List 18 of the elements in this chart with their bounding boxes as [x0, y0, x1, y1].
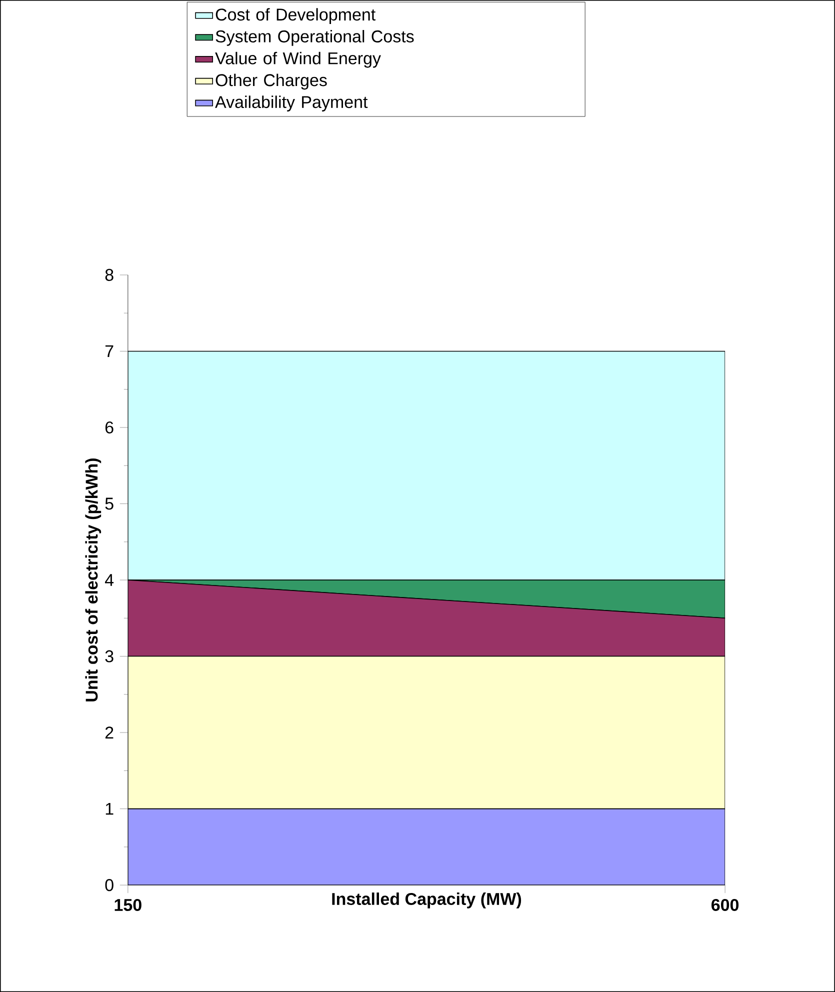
- x-tick-label: 600: [712, 898, 739, 911]
- legend-label: System Operational Costs: [216, 30, 414, 46]
- y-axis-title: Unit cost of electricity (p/kWh): [85, 458, 102, 702]
- x-tick-label: 150: [114, 898, 142, 911]
- y-tick-label: 4: [105, 574, 114, 586]
- y-tick-label: 3: [105, 650, 114, 662]
- y-tick-label: 2: [105, 726, 114, 738]
- legend-label: Other Charges: [216, 74, 327, 90]
- y-tick-label: 0: [105, 879, 114, 892]
- legend-label: Availability Payment: [215, 96, 368, 112]
- y-tick-label: 6: [105, 421, 114, 434]
- y-tick-label: 8: [105, 268, 114, 281]
- y-tick-label: 1: [106, 802, 114, 815]
- legend-label: Value of Wind Energy: [215, 52, 381, 68]
- legend-label: Cost of Development: [216, 8, 376, 24]
- y-tick-label: 7: [105, 345, 114, 358]
- x-axis-title: Installed Capacity (MW): [332, 892, 522, 908]
- y-tick-label: 5: [105, 498, 114, 510]
